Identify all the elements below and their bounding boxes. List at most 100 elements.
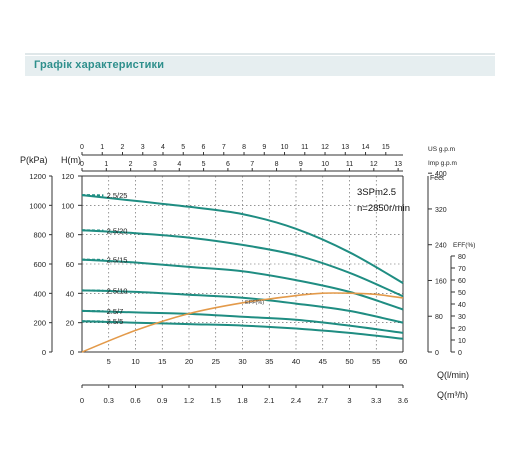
imp-gpm-tick-label: 4: [177, 161, 181, 168]
model-label: 3SPm2.5: [357, 187, 396, 198]
head-curve-2.5-7: [81, 309, 404, 334]
us-gpm-tick-label: 12: [321, 144, 329, 151]
q-m3h-tick-label: 1.8: [237, 396, 247, 405]
us-gpm-tick-label: 8: [242, 144, 246, 151]
series-label: 2.5/5: [107, 317, 124, 326]
eff-axis-tick-label: 70: [458, 266, 466, 273]
feet-axis-tick-label: 0: [435, 350, 439, 357]
imp-gpm-tick-label: 11: [346, 161, 353, 168]
eff-axis-tick-label: 50: [458, 290, 466, 297]
head-curve-2.5-20: [81, 229, 404, 298]
head-curve-2.5-25: [81, 194, 404, 284]
efficiency-curve-label: EFF(%): [245, 300, 264, 306]
q-m3h-tick-label: 3.3: [371, 396, 381, 405]
h-axis-tick-label: 80: [66, 231, 74, 240]
q-lmin-tick-label: 40: [292, 357, 300, 366]
q-m3h-tick-label: 1.5: [211, 396, 221, 405]
us-gpm-tick-label: 10: [281, 144, 289, 151]
imp-gpm-tick-label: 0: [80, 161, 84, 168]
feet-axis-tick-label: 160: [435, 278, 447, 285]
q-m3h-tick-label: 3.6: [398, 396, 408, 405]
series-label: 2.5/7: [107, 307, 124, 316]
p-axis-title: P(kPa): [20, 155, 48, 165]
series-label: 2.5/10: [107, 286, 128, 295]
us-gpm-tick-label: 9: [262, 144, 266, 151]
us-gpm-tick-label: 4: [161, 144, 165, 151]
us-gpm-tick-label: 0: [80, 144, 84, 151]
us-gpm-tick-label: 14: [362, 144, 370, 151]
feet-axis-tick-label: 400: [435, 171, 447, 178]
h-axis-tick-label: 40: [66, 289, 74, 298]
head-curve-2.5-5: [81, 320, 404, 340]
feet-axis-tick-label: 320: [435, 207, 447, 214]
p-axis-tick-label: 800: [33, 231, 46, 240]
section-title: Графік характеристики: [34, 59, 165, 71]
us-gpm-tick-label: 6: [202, 144, 206, 151]
q-lmin-tick-label: 15: [158, 357, 166, 366]
imp-gpm-tick-label: 1: [104, 161, 108, 168]
us-gpm-tick-label: 5: [181, 144, 185, 151]
eff-axis-tick-label: 80: [458, 254, 466, 261]
speed-label: n=2850r/min: [357, 203, 410, 214]
p-axis-tick-label: 400: [33, 289, 46, 298]
imp-gpm-tick-label: 10: [321, 161, 329, 168]
q-m3h-tick-label: 0: [80, 396, 84, 405]
q-m3h-tick-label: 2.7: [318, 396, 328, 405]
h-axis-title: H(m): [61, 155, 81, 165]
h-axis-tick-label: 100: [61, 201, 74, 210]
imp-gpm-tick-label: 13: [394, 161, 402, 168]
h-axis-tick-label: 0: [70, 348, 74, 357]
q-lmin-title: Q(l/min): [437, 370, 469, 380]
section-header: Графік характеристики: [25, 53, 495, 76]
p-axis-tick-label: 600: [33, 260, 46, 269]
us-gpm-tick-label: 2: [121, 144, 125, 151]
imp-gpm-tick-label: 7: [250, 161, 254, 168]
imp-gpm-tick-label: 6: [226, 161, 230, 168]
imp-gpm-tick-label: 3: [153, 161, 157, 168]
us-gpm-tick-label: 15: [382, 144, 390, 151]
q-lmin-tick-label: 45: [319, 357, 327, 366]
series-label: 2.5/20: [107, 226, 128, 235]
us-gpm-tick-label: 7: [222, 144, 226, 151]
feet-axis-tick-label: 240: [435, 243, 447, 250]
q-lmin-tick-label: 25: [212, 357, 220, 366]
q-m3h-tick-label: 1.2: [184, 396, 194, 405]
h-axis-tick-label: 20: [66, 319, 74, 328]
head-curve-2.5-15: [81, 258, 404, 311]
q-lmin-tick-label: 35: [265, 357, 273, 366]
q-m3h-title: Q(m³/h): [437, 390, 468, 400]
q-lmin-tick-label: 20: [185, 357, 193, 366]
q-m3h-tick-label: 2.4: [291, 396, 301, 405]
p-axis-tick-label: 1200: [29, 172, 46, 181]
imp-gpm-tick-label: 12: [370, 161, 378, 168]
eff-axis-tick-label: 40: [458, 302, 466, 309]
imp-gpm-title: Imp g.p.m: [428, 160, 457, 167]
eff-axis-tick-label: 60: [458, 278, 466, 285]
p-axis-tick-label: 0: [42, 348, 46, 357]
q-lmin-tick-label: 50: [345, 357, 353, 366]
series-label: 2.5/25: [107, 191, 128, 200]
q-lmin-tick-label: 55: [372, 357, 380, 366]
us-gpm-tick-label: 11: [301, 144, 308, 151]
imp-gpm-tick-label: 2: [129, 161, 133, 168]
imp-gpm-tick-label: 9: [299, 161, 303, 168]
eff-axis-tick-label: 20: [458, 326, 466, 333]
q-m3h-tick-label: 0.9: [157, 396, 167, 405]
p-axis-tick-label: 200: [33, 319, 46, 328]
us-gpm-tick-label: 3: [141, 144, 145, 151]
imp-gpm-tick-label: 5: [202, 161, 206, 168]
q-m3h-tick-label: 2.1: [264, 396, 274, 405]
q-lmin-tick-label: 5: [107, 357, 111, 366]
q-m3h-tick-label: 3: [347, 396, 351, 405]
p-axis-tick-label: 1000: [29, 201, 46, 210]
feet-axis-title: Feet: [430, 175, 444, 182]
q-m3h-tick-label: 0.6: [130, 396, 140, 405]
us-gpm-tick-label: 1: [100, 144, 104, 151]
feet-axis-tick-label: 80: [435, 314, 443, 321]
q-m3h-tick-label: 0.3: [104, 396, 114, 405]
q-lmin-tick-label: 60: [399, 357, 407, 366]
h-axis-tick-label: 120: [61, 172, 74, 181]
efficiency-curve: [81, 292, 404, 353]
eff-axis-title: EFF(%): [453, 242, 475, 249]
